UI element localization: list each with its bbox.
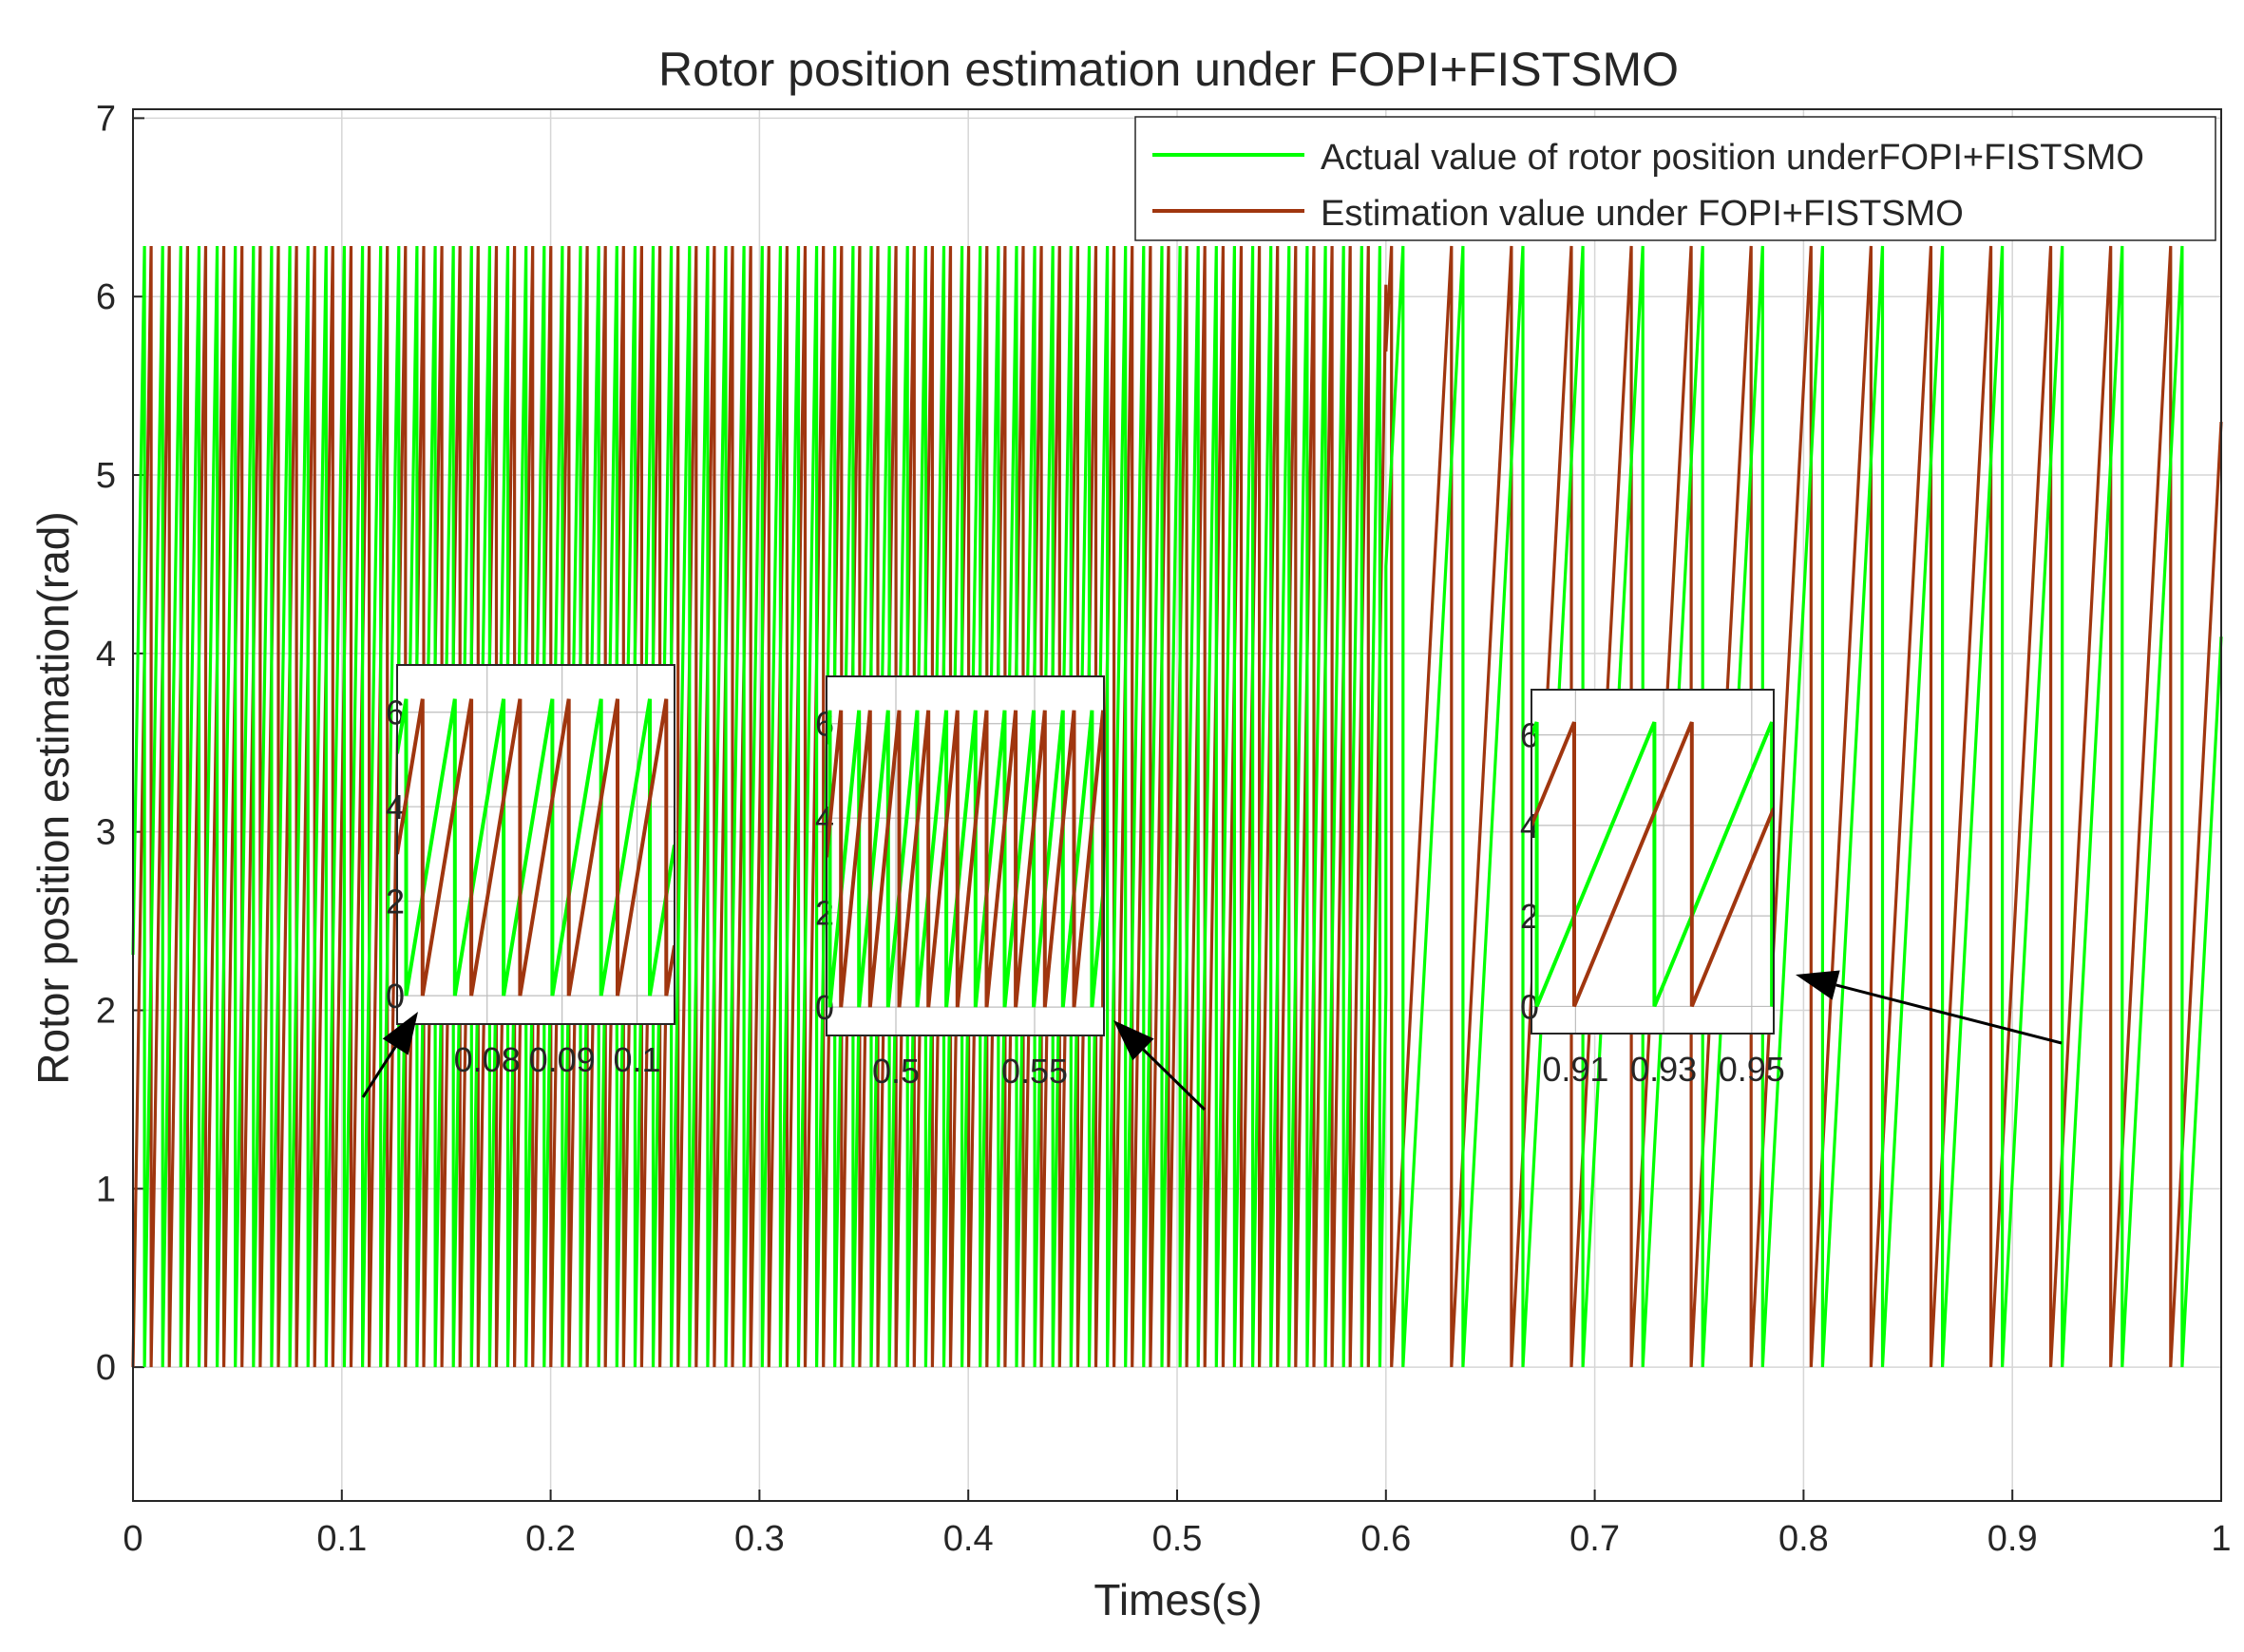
inset-actual-line (397, 698, 675, 997)
y-tick-label: 0 (96, 1348, 116, 1388)
inset-x-tick-label: 0.55 (1001, 1052, 1068, 1091)
legend-label-actual: Actual value of rotor position underFOPI… (1321, 138, 2144, 178)
legend-box (1134, 116, 2216, 241)
insets: 0.08 0.09 0.1 0 2 4 6 0.5 0.55 0 2 4 6 0.91 0.93 0.95 0 2… (386, 664, 1785, 1091)
x-tick-label: 0 (123, 1519, 143, 1559)
inset-x-tick-label: 0.1 (614, 1040, 661, 1079)
inset-x-tick-label: 0.91 (1542, 1050, 1608, 1089)
y-tick-label: 5 (96, 456, 116, 496)
inset-y-tick-label: 2 (1520, 897, 1539, 936)
x-axis-label: Times(s) (1093, 1575, 1262, 1624)
inset-y-tick-label: 2 (386, 883, 405, 921)
x-tick-label: 0.6 (1360, 1519, 1411, 1559)
inset-y-tick-label: 6 (386, 693, 405, 732)
inset-y-tick-label: 0 (386, 977, 405, 1016)
y-axis-label: Rotor position estimation(rad) (29, 511, 78, 1084)
y-tick-label: 3 (96, 813, 116, 853)
pointer-arrow-shaft (1142, 1048, 1207, 1111)
inset-x-tick-label: 0.95 (1719, 1050, 1785, 1089)
inset-frame (826, 675, 1105, 1036)
pointer-arrow-head (382, 1012, 418, 1055)
x-tick-label: 0.8 (1778, 1519, 1829, 1559)
pointer-arrow-head (1113, 1020, 1154, 1061)
legend-label-estimate: Estimation value under FOPI+FISTSMO (1321, 194, 1964, 234)
pointer-arrow-shaft (1835, 983, 2063, 1045)
y-tick-label: 4 (96, 635, 116, 674)
inset-estimate-line (1531, 721, 1774, 1008)
inset-x-tick-label: 0.5 (872, 1052, 920, 1091)
y-tick-label: 1 (96, 1169, 116, 1209)
x-tick-label: 0.9 (1987, 1519, 2038, 1559)
inset-x-tick-label: 0.08 (454, 1040, 521, 1079)
inset-y-tick-label: 4 (386, 788, 405, 826)
inset-estimate-line (827, 710, 1104, 1008)
inset-x-tick-label: 0.09 (529, 1040, 596, 1079)
legend: Actual value of rotor position underFOPI… (1134, 116, 2216, 241)
y-tick-label: 7 (96, 99, 116, 139)
inset-frame (396, 664, 675, 1025)
y-tick-label: 6 (96, 277, 116, 317)
inset-estimate-line (397, 698, 675, 997)
y-tick-label: 2 (96, 991, 116, 1031)
inset-background (396, 664, 675, 1025)
x-tick-label: 0.7 (1569, 1519, 1620, 1559)
chart-title: Rotor position estimation under FOPI+FIS… (658, 43, 1679, 96)
inset-actual-line (827, 710, 1104, 1008)
inset-frame (1531, 689, 1775, 1035)
x-tick-label: 0.3 (734, 1519, 785, 1559)
inset-actual-line (1531, 721, 1774, 1008)
x-tick-label: 0.1 (316, 1519, 367, 1559)
pointer-arrow-shaft (361, 1046, 397, 1098)
x-tick-label: 0.4 (943, 1519, 994, 1559)
plot-frame (132, 108, 2222, 1502)
x-tick-label: 0.5 (1152, 1519, 1203, 1559)
x-tick-label: 1 (2211, 1519, 2231, 1559)
arrows (361, 970, 2063, 1111)
inset-1: 0.08 0.09 0.1 0 2 4 6 (386, 664, 675, 1079)
inset-y-tick-label: 0 (1520, 987, 1539, 1026)
inset-x-tick-label: 0.93 (1630, 1050, 1697, 1089)
x-tick-label: 0.2 (525, 1519, 576, 1559)
pointer-arrow-head (1796, 970, 1840, 1000)
